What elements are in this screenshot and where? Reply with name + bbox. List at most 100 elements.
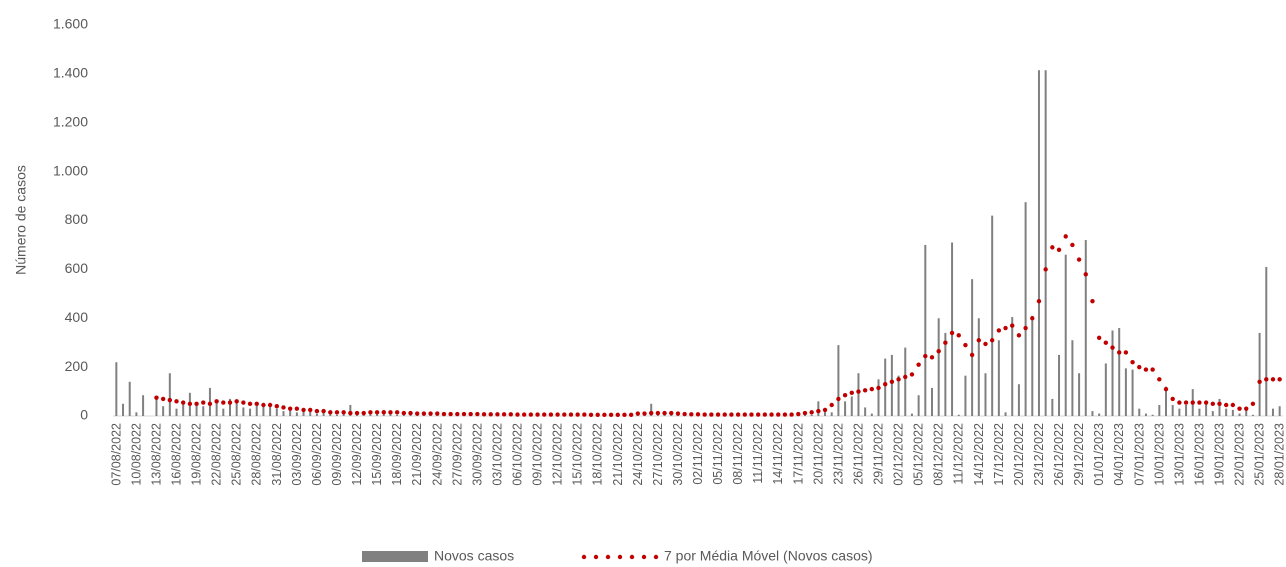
moving-average-dot: [762, 412, 768, 417]
moving-average-dot: [207, 401, 213, 406]
bar: [1037, 70, 1040, 416]
bar: [957, 414, 960, 416]
moving-average-dot: [267, 402, 273, 408]
bar: [1044, 70, 1047, 416]
moving-average-dot: [1036, 298, 1042, 304]
moving-average-dot: [1016, 333, 1022, 338]
x-tick-label: 06/10/2022: [510, 423, 524, 486]
bar: [1258, 332, 1261, 416]
bar: [1131, 369, 1134, 416]
moving-average-dot: [1264, 377, 1269, 382]
x-tick-label: 15/09/2022: [370, 423, 384, 486]
bar: [335, 414, 338, 416]
bar: [951, 242, 954, 416]
x-tick-label: 17/12/2022: [992, 423, 1006, 486]
moving-average-dot: [354, 410, 360, 416]
bar: [817, 401, 820, 416]
moving-average-dot: [849, 390, 854, 395]
moving-average-dot: [662, 410, 667, 416]
moving-average-dot: [468, 411, 473, 417]
moving-average-dot: [401, 410, 407, 416]
moving-average-dot: [555, 412, 560, 417]
x-tick-label: 14/12/2022: [972, 423, 986, 486]
bar: [1118, 328, 1121, 416]
moving-average-dot: [1130, 360, 1135, 365]
x-tick-label: 19/01/2023: [1212, 423, 1226, 486]
y-tick-label: 1.600: [53, 16, 88, 32]
bar: [803, 414, 806, 416]
x-tick-label: 05/11/2022: [711, 423, 725, 485]
x-tick-label: 10/08/2022: [129, 423, 143, 486]
moving-average-dot: [1183, 400, 1189, 405]
moving-average-dot: [408, 410, 413, 416]
bar: [1017, 384, 1020, 416]
x-tick-label: 30/10/2022: [671, 423, 685, 486]
bar: [1111, 330, 1114, 416]
moving-average-dot: [1096, 335, 1102, 340]
x-tick-label: 08/12/2022: [932, 423, 946, 486]
x-tick-label: 29/12/2022: [1072, 423, 1086, 486]
moving-average-dot: [896, 377, 901, 382]
moving-average-dot: [1150, 367, 1155, 372]
bar: [235, 402, 238, 416]
moving-average-dot: [241, 400, 246, 405]
moving-average-dot: [842, 393, 848, 398]
x-tick-label: 20/12/2022: [1012, 423, 1026, 486]
moving-average-dot: [1110, 345, 1115, 350]
moving-average-dot: [1170, 396, 1175, 402]
bar: [1011, 317, 1014, 416]
bar: [937, 318, 940, 416]
moving-average-dot: [1056, 247, 1062, 253]
moving-average-dot: [822, 407, 828, 413]
x-tick-label: 26/11/2022: [851, 423, 865, 485]
bar: [857, 373, 860, 416]
bar: [1165, 386, 1167, 416]
moving-average-dot: [1030, 316, 1035, 321]
x-tick-label: 25/08/2022: [230, 423, 244, 486]
bar: [824, 411, 827, 416]
moving-average-dot: [535, 412, 540, 417]
moving-average-dot: [194, 401, 199, 406]
x-tick-label: 14/11/2022: [771, 423, 785, 485]
bar: [376, 413, 379, 416]
bar: [1205, 401, 1208, 416]
moving-average-dot: [1244, 406, 1249, 411]
moving-average-dot: [989, 338, 995, 343]
moving-average-dot: [548, 412, 554, 417]
x-tick-label: 05/12/2022: [912, 423, 926, 486]
legend-swatch: [605, 554, 611, 560]
moving-average-dot: [809, 410, 814, 415]
moving-average-dot: [321, 408, 326, 414]
moving-average-dot: [501, 412, 507, 417]
x-tick-label: 24/10/2022: [631, 423, 645, 486]
moving-average-dot: [562, 412, 567, 417]
legend-swatch: [629, 554, 635, 560]
moving-average-dot: [388, 410, 393, 415]
x-tick-label: 27/09/2022: [450, 423, 464, 486]
bar: [249, 408, 252, 416]
moving-average-dot: [495, 412, 500, 417]
moving-average-dot: [635, 411, 641, 416]
moving-average-dot: [455, 411, 460, 417]
moving-average-dot: [314, 408, 320, 414]
x-tick-label: 09/10/2022: [531, 423, 545, 486]
bar: [302, 408, 305, 416]
bar: [168, 373, 171, 416]
moving-average-dot: [903, 374, 908, 380]
moving-average-dot: [655, 410, 661, 416]
moving-average-dot: [328, 410, 333, 415]
moving-average-dot: [1123, 350, 1129, 355]
moving-average-dot: [829, 402, 834, 408]
bar: [1064, 254, 1067, 416]
bar: [964, 375, 967, 416]
bar: [844, 401, 847, 416]
moving-average-dot: [274, 404, 279, 409]
y-tick-label: 800: [65, 211, 89, 227]
x-tick-label: 18/10/2022: [591, 423, 605, 486]
moving-average-dot: [802, 410, 808, 416]
bar: [864, 407, 867, 416]
bar: [1024, 202, 1027, 416]
bar: [837, 345, 840, 416]
moving-average-dot: [996, 328, 1002, 333]
bar: [396, 414, 399, 416]
